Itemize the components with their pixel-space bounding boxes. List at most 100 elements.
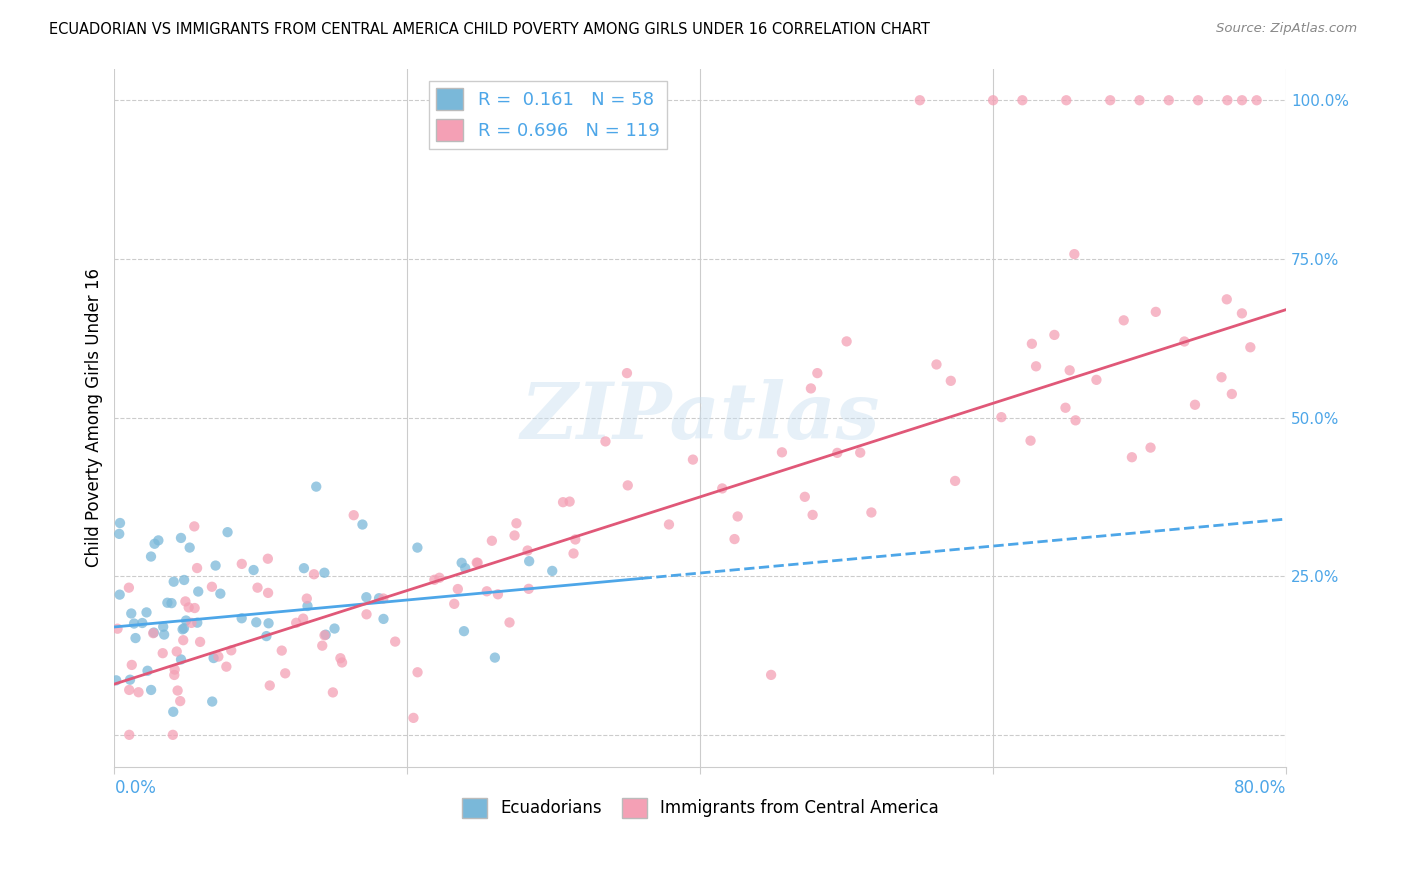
- Legend: Ecuadorians, Immigrants from Central America: Ecuadorians, Immigrants from Central Ame…: [456, 791, 945, 824]
- Point: [443, 597, 465, 611]
- Point: [616, 478, 638, 492]
- Point: [219, 643, 242, 657]
- Point: [343, 508, 366, 523]
- Point: [551, 495, 574, 509]
- Point: [1184, 398, 1206, 412]
- Point: [800, 381, 823, 395]
- Point: [849, 445, 872, 459]
- Text: 80.0%: 80.0%: [1233, 780, 1286, 797]
- Point: [170, 652, 193, 666]
- Point: [1144, 305, 1167, 319]
- Point: [517, 554, 540, 568]
- Point: [302, 567, 325, 582]
- Point: [1211, 370, 1233, 384]
- Point: [827, 446, 849, 460]
- Point: [1157, 93, 1180, 107]
- Point: [120, 607, 142, 621]
- Point: [484, 650, 506, 665]
- Point: [186, 615, 208, 630]
- Point: [450, 556, 472, 570]
- Point: [806, 366, 828, 380]
- Point: [801, 508, 824, 522]
- Point: [204, 558, 226, 573]
- Point: [908, 93, 931, 107]
- Point: [1246, 93, 1268, 107]
- Point: [595, 434, 617, 449]
- Point: [179, 541, 201, 555]
- Point: [136, 664, 159, 678]
- Point: [231, 557, 253, 571]
- Point: [1019, 434, 1042, 448]
- Point: [517, 582, 540, 596]
- Point: [231, 611, 253, 625]
- Point: [1121, 450, 1143, 465]
- Point: [201, 694, 224, 708]
- Point: [770, 445, 793, 459]
- Point: [1220, 387, 1243, 401]
- Point: [257, 551, 280, 566]
- Point: [172, 623, 194, 637]
- Point: [352, 517, 374, 532]
- Point: [1216, 93, 1239, 107]
- Point: [682, 452, 704, 467]
- Point: [481, 533, 503, 548]
- Point: [131, 615, 153, 630]
- Point: [516, 543, 538, 558]
- Point: [174, 594, 197, 608]
- Point: [1128, 93, 1150, 107]
- Point: [162, 705, 184, 719]
- Point: [1054, 401, 1077, 415]
- Point: [541, 564, 564, 578]
- Point: [270, 643, 292, 657]
- Point: [429, 571, 451, 585]
- Point: [183, 601, 205, 615]
- Point: [187, 584, 209, 599]
- Point: [135, 606, 157, 620]
- Point: [311, 639, 333, 653]
- Point: [1025, 359, 1047, 374]
- Point: [186, 561, 208, 575]
- Point: [368, 591, 391, 606]
- Point: [152, 646, 174, 660]
- Point: [322, 685, 344, 699]
- Point: [1187, 93, 1209, 107]
- Point: [1011, 93, 1033, 107]
- Point: [453, 624, 475, 639]
- Point: [835, 334, 858, 349]
- Point: [356, 591, 378, 605]
- Point: [793, 490, 815, 504]
- Point: [172, 633, 194, 648]
- Point: [257, 616, 280, 631]
- Point: [128, 685, 150, 699]
- Point: [402, 711, 425, 725]
- Point: [329, 651, 352, 665]
- Point: [274, 666, 297, 681]
- Point: [454, 561, 477, 575]
- Point: [562, 546, 585, 560]
- Point: [174, 614, 197, 628]
- Point: [1112, 313, 1135, 327]
- Point: [107, 622, 129, 636]
- Point: [163, 574, 186, 589]
- Point: [1230, 93, 1253, 107]
- Point: [124, 631, 146, 645]
- Point: [285, 615, 308, 630]
- Point: [1216, 293, 1239, 307]
- Point: [373, 591, 395, 606]
- Point: [759, 668, 782, 682]
- Point: [183, 519, 205, 533]
- Point: [314, 566, 336, 580]
- Point: [447, 582, 470, 596]
- Point: [616, 366, 638, 380]
- Point: [254, 629, 277, 643]
- Text: ECUADORIAN VS IMMIGRANTS FROM CENTRAL AMERICA CHILD POVERTY AMONG GIRLS UNDER 16: ECUADORIAN VS IMMIGRANTS FROM CENTRAL AM…: [49, 22, 931, 37]
- Point: [315, 628, 337, 642]
- Point: [727, 509, 749, 524]
- Point: [148, 533, 170, 548]
- Point: [142, 625, 165, 640]
- Point: [406, 665, 429, 680]
- Point: [245, 615, 267, 630]
- Text: ZIPatlas: ZIPatlas: [520, 379, 880, 456]
- Point: [860, 506, 883, 520]
- Point: [1064, 413, 1087, 427]
